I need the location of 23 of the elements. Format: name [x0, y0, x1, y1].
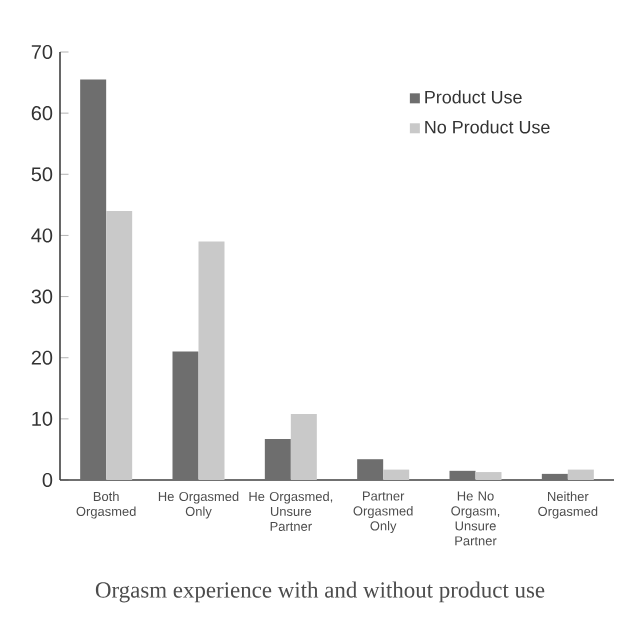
bar: [383, 469, 410, 480]
y-tick-label: 60: [31, 106, 53, 121]
y-tick-label: 40: [31, 228, 53, 243]
bar: [475, 472, 502, 480]
y-tick-label: 50: [31, 167, 53, 182]
legend-label: No Product Use: [425, 120, 550, 134]
y-tick-label: 0: [42, 472, 53, 488]
bar: [172, 351, 199, 480]
bar: [290, 413, 317, 480]
bar: [567, 469, 594, 480]
y-tick-label: 70: [31, 44, 53, 60]
legend-label: Product Use: [425, 90, 522, 104]
bar: [541, 473, 568, 480]
bar: [198, 241, 225, 480]
bar: [357, 459, 384, 480]
bar: [264, 439, 291, 480]
y-tick-label: 20: [31, 350, 53, 365]
y-tick-label: 30: [31, 289, 53, 304]
bar: [80, 79, 107, 480]
text: Orgasm experience with and without product use: [95, 581, 545, 603]
y-tick-label: 10: [32, 411, 53, 426]
bar: [106, 210, 133, 480]
bar: [449, 470, 476, 480]
